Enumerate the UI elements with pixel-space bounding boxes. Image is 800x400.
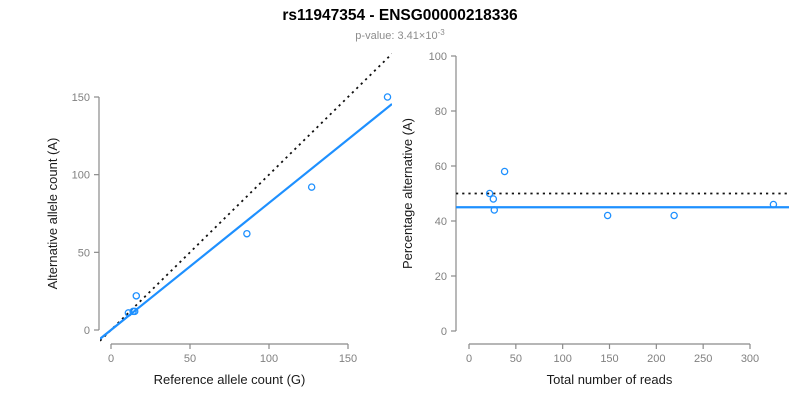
- data-point: [307, 183, 316, 191]
- lines-group: [100, 53, 392, 342]
- x-tick-label: 250: [694, 353, 712, 365]
- data-point: [769, 200, 778, 209]
- x-tick-label: 150: [600, 353, 618, 365]
- y-axis-label: Alternative allele count (A): [45, 138, 60, 290]
- x-tick-label: 200: [647, 353, 665, 365]
- x-tick-label: 0: [108, 353, 114, 365]
- data-point: [670, 211, 678, 220]
- lines-group: [456, 192, 789, 209]
- y-tick-label: 0: [84, 325, 90, 337]
- x-tick-label: 50: [510, 353, 522, 365]
- x-axis-label: Total number of reads: [547, 372, 673, 387]
- data-point: [243, 229, 251, 238]
- data-point: [132, 292, 141, 300]
- percentage-reads-plot: 0 50 100 150 200 250 300 0 20 40 60 80 100 Total numb…: [400, 51, 789, 387]
- data-point: [489, 195, 498, 203]
- x-tick-label: 300: [741, 353, 759, 365]
- data-point: [383, 93, 392, 101]
- x-tick-label: 0: [466, 353, 472, 365]
- y-tick-label: 60: [435, 161, 447, 173]
- y-tick-label: 0: [441, 326, 447, 338]
- y-tick-label: 50: [78, 247, 90, 259]
- y-tick-label: 150: [72, 92, 90, 104]
- y-tick-label: 100: [72, 170, 90, 182]
- x-tick-label: 100: [260, 353, 278, 365]
- y-tick-label: 100: [429, 51, 447, 63]
- x-tick-label: 150: [339, 353, 357, 365]
- data-point: [130, 307, 139, 316]
- identity-line: [100, 53, 392, 342]
- x-tick-label: 50: [184, 353, 196, 365]
- x-tick-label: 100: [553, 353, 571, 365]
- y-tick-label: 80: [435, 106, 447, 118]
- y-tick-label: 20: [435, 271, 447, 283]
- allele-count-plot: 0 50 100 150 0 50 100 150 Reference allele count…: [45, 53, 392, 387]
- data-point: [603, 211, 612, 220]
- fit-line: [100, 103, 392, 340]
- y-tick-label: 40: [435, 216, 447, 228]
- x-axis-label: Reference allele count (G): [154, 372, 306, 387]
- data-point: [490, 206, 499, 214]
- y-axis-label: Percentage alternative (A): [400, 118, 415, 269]
- data-point: [500, 167, 509, 176]
- data-point: [485, 189, 494, 198]
